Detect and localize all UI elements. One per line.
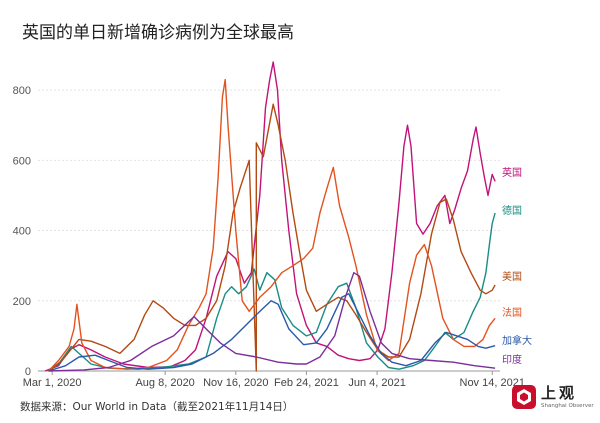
x-tick-label: Jun 4, 2021 [348,377,406,389]
series-label: 印度 [502,353,522,366]
y-tick-label: 0 [25,366,31,378]
y-tick-label: 800 [13,85,31,97]
logo-icon [512,385,536,409]
x-tick-label: Mar 1, 2020 [23,377,82,389]
x-tick-label: Feb 24, 2021 [274,377,339,389]
series-label: 美国 [502,270,522,283]
series-line [48,212,496,372]
series-label: 德国 [502,204,522,217]
y-axis: 0 200 400 600 800 [13,85,31,378]
series-line [48,293,496,372]
series-line [44,61,496,372]
series-lines [44,61,496,372]
y-tick-label: 600 [13,155,31,167]
series-line [48,272,496,372]
series-line [48,103,496,372]
chart-title: 英国的单日新增确诊病例为全球最高 [22,23,294,43]
series-label: 法国 [502,306,522,319]
y-tick-label: 200 [13,296,31,308]
y-tick-label: 400 [13,226,31,238]
x-tick-label: Nov 16, 2020 [203,377,268,389]
brand-logo: 上观 Shanghai Observer [511,382,594,416]
x-tick-label: Aug 8, 2020 [135,377,194,389]
x-tick-label: Nov 14, 2021 [460,377,525,389]
series-label: 英国 [502,166,522,179]
series-label: 加拿大 [502,334,532,347]
logo-subtitle: Shanghai Observer [541,403,594,409]
logo-name: 上观 [541,384,578,402]
grid [38,89,500,372]
x-axis: Mar 1, 2020 Aug 8, 2020 Nov 16, 2020 Feb 24… [23,371,525,389]
data-source: 数据来源：Our World in Data（截至2021年11月14日） [20,401,294,413]
